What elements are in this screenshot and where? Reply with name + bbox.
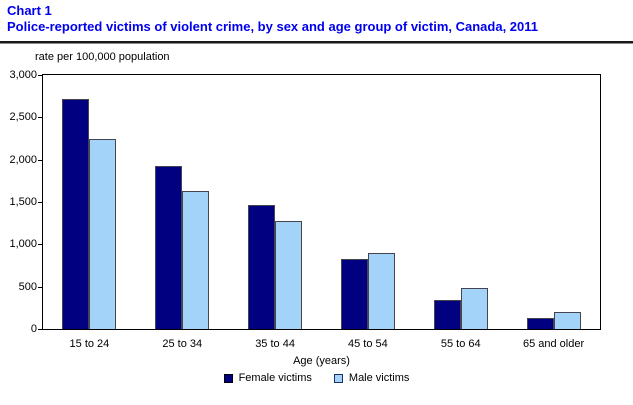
x-axis-labels: 15 to 24 25 to 34 35 to 44 45 to 54 55 to 64… xyxy=(43,338,600,350)
chart-number: Chart 1 xyxy=(7,3,52,18)
y-tick-label-500: 500 xyxy=(18,280,37,293)
y-axis-unit-label: rate per 100,000 population xyxy=(35,51,170,63)
y-tick-label-3-000: 3,000 xyxy=(9,69,37,81)
chart-title: Police-reported victims of violent crime… xyxy=(7,19,539,34)
legend-label: Female victims xyxy=(238,372,312,384)
x-label-55-to-64: 55 to 64 xyxy=(440,338,481,350)
bar-group-65-and-older xyxy=(507,75,600,329)
y-tick-label-2-000: 2,000 xyxy=(9,153,37,166)
x-label-25-to-34: 25 to 34 xyxy=(162,338,203,350)
male-victims-bar-65-and-older xyxy=(553,311,581,329)
y-tick-mark xyxy=(38,202,43,203)
x-label-15-to-24: 15 to 24 xyxy=(69,338,110,350)
male-victims-bar-35-to-44 xyxy=(275,221,303,329)
male-victims-bar-45-to-54 xyxy=(367,252,395,329)
bar-group-15-to-24 xyxy=(43,75,136,329)
female-victims-bar-25-to-34 xyxy=(155,166,183,329)
y-tick-label-1-500: 1,500 xyxy=(9,196,37,208)
y-tick-mark xyxy=(38,286,43,288)
male-victims-bar-15-to-24 xyxy=(89,138,117,329)
legend-item-female-victims: Female victims xyxy=(223,372,312,384)
female-victims-swatch-icon xyxy=(223,373,233,383)
x-axis-title: Age (years) xyxy=(293,355,350,367)
y-tick-mark xyxy=(38,159,43,161)
x-label-65-and-older: 65 and older xyxy=(522,338,585,350)
legend: Female victims Male victims xyxy=(0,372,633,384)
y-tick-label-1-000: 1,000 xyxy=(9,238,37,251)
y-tick-mark xyxy=(38,75,43,76)
legend-label: Male victims xyxy=(348,372,410,384)
male-victims-bar-25-to-34 xyxy=(182,191,210,329)
bar-group-55-to-64 xyxy=(414,75,507,329)
x-label-35-to-44: 35 to 44 xyxy=(255,338,295,350)
chart-header: Chart 1 Police-reported victims of viole… xyxy=(7,3,626,35)
y-tick-mark xyxy=(38,329,43,330)
y-tick-label-0: 0 xyxy=(30,323,37,335)
y-tick-label-2-500: 2,500 xyxy=(9,111,37,124)
female-victims-bar-45-to-54 xyxy=(340,258,368,329)
female-victims-bar-55-to-64 xyxy=(433,300,461,329)
y-tick-mark xyxy=(38,244,43,246)
bar-group-25-to-34 xyxy=(136,75,229,329)
legend-item-male-victims: Male victims xyxy=(333,372,410,384)
bar-group-35-to-44 xyxy=(229,75,322,329)
plot-area: 15 to 24 25 to 34 35 to 44 45 to 54 55 to 64… xyxy=(9,69,601,367)
x-label-45-to-54: 45 to 54 xyxy=(348,338,388,350)
female-victims-bar-65-and-older xyxy=(526,317,554,329)
bar-group-45-to-54 xyxy=(321,75,414,329)
header-divider xyxy=(0,41,633,44)
female-victims-bar-35-to-44 xyxy=(248,204,276,329)
male-victims-bar-55-to-64 xyxy=(460,288,488,329)
female-victims-bar-15-to-24 xyxy=(62,98,90,329)
male-victims-swatch-icon xyxy=(333,373,343,383)
y-tick-mark xyxy=(38,117,43,119)
